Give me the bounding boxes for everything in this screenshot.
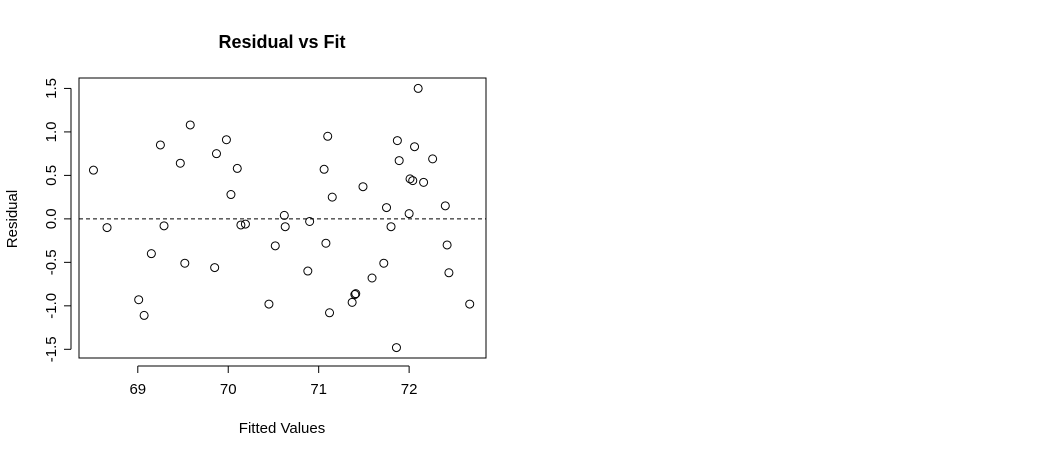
data-point bbox=[465, 299, 475, 309]
data-point bbox=[325, 308, 335, 318]
data-point bbox=[404, 209, 414, 219]
data-point bbox=[410, 142, 420, 152]
data-point bbox=[382, 203, 392, 213]
chart-title: Residual vs Fit bbox=[218, 32, 345, 52]
data-point bbox=[442, 240, 452, 250]
data-point bbox=[280, 222, 290, 232]
data-point bbox=[210, 263, 220, 273]
data-point bbox=[146, 249, 156, 259]
x-tick-label: 72 bbox=[401, 381, 418, 398]
y-tick-label: 0.5 bbox=[43, 165, 60, 186]
data-point bbox=[444, 268, 454, 278]
data-point bbox=[134, 295, 144, 305]
data-point bbox=[323, 131, 333, 141]
data-point bbox=[270, 241, 280, 251]
data-point bbox=[367, 273, 377, 283]
data-point bbox=[394, 156, 404, 166]
data-point bbox=[319, 164, 329, 174]
data-point bbox=[428, 154, 438, 164]
data-point bbox=[88, 165, 98, 175]
y-tick-label: -1.5 bbox=[43, 336, 60, 362]
data-point bbox=[440, 201, 450, 211]
data-point bbox=[391, 343, 401, 353]
data-point bbox=[180, 258, 190, 268]
data-point bbox=[226, 190, 236, 200]
data-point bbox=[221, 135, 231, 145]
data-point bbox=[139, 310, 149, 320]
data-point bbox=[321, 238, 331, 248]
data-point bbox=[264, 299, 274, 309]
data-point bbox=[159, 221, 169, 231]
data-point bbox=[351, 289, 361, 299]
data-point bbox=[155, 140, 165, 150]
y-tick-label: -0.5 bbox=[43, 249, 60, 275]
y-tick-label: -1.0 bbox=[43, 293, 60, 319]
data-point bbox=[405, 174, 415, 184]
data-point bbox=[305, 216, 315, 226]
data-point bbox=[347, 297, 357, 307]
data-point bbox=[236, 220, 246, 230]
x-tick-label: 70 bbox=[220, 381, 237, 398]
data-point bbox=[408, 176, 418, 186]
data-point bbox=[327, 192, 337, 202]
data-point bbox=[211, 149, 221, 159]
data-point bbox=[419, 177, 429, 187]
plot-frame bbox=[78, 77, 487, 359]
x-tick-label: 71 bbox=[310, 381, 327, 398]
data-point bbox=[303, 266, 313, 276]
y-tick-label: 1.0 bbox=[43, 121, 60, 142]
data-point bbox=[386, 222, 396, 232]
x-axis: 69 70 71 72 bbox=[129, 365, 418, 398]
y-axis-label: Residual bbox=[4, 190, 21, 248]
data-point bbox=[413, 83, 423, 93]
y-tick-label: 0.0 bbox=[43, 208, 60, 229]
y-axis: -1.5 -1.0 -0.5 0.0 0.5 1.0 1.5 bbox=[43, 78, 72, 362]
x-tick-label: 69 bbox=[129, 381, 146, 398]
y-tick-label: 1.5 bbox=[43, 78, 60, 99]
x-axis-label: Fitted Values bbox=[239, 420, 325, 437]
data-point bbox=[240, 219, 250, 229]
data-point bbox=[392, 136, 402, 146]
data-point bbox=[175, 158, 185, 168]
data-point bbox=[379, 258, 389, 268]
data-point bbox=[279, 210, 289, 220]
data-point bbox=[350, 290, 360, 300]
data-point bbox=[358, 182, 368, 192]
data-point bbox=[185, 120, 195, 130]
data-point bbox=[232, 163, 242, 173]
scatter-points bbox=[88, 83, 475, 353]
data-point bbox=[102, 223, 112, 233]
